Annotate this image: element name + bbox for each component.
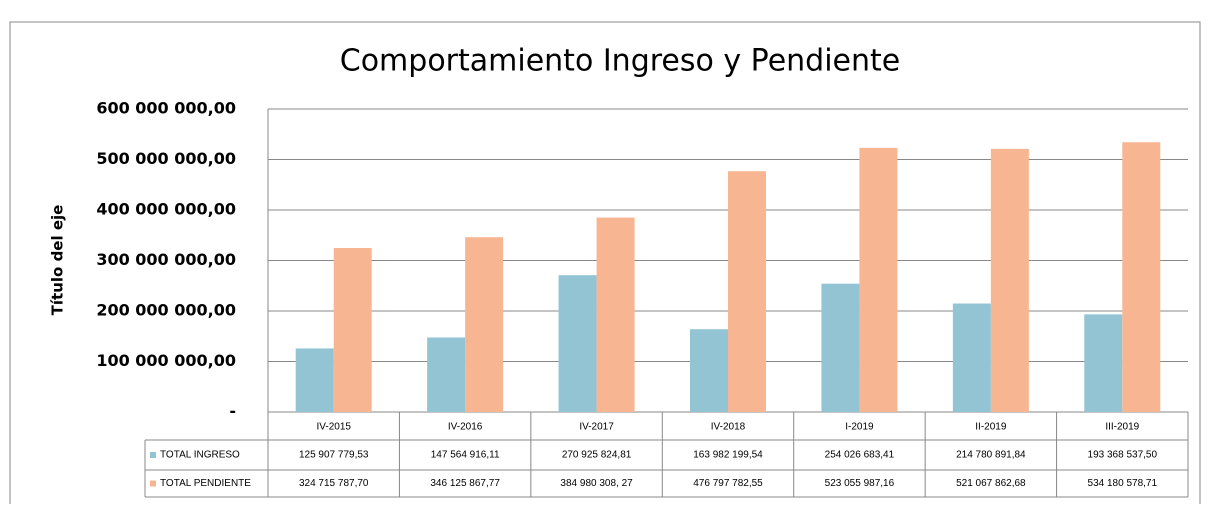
bar: [990, 148, 1029, 413]
table-value: 384 980 308, 27: [560, 478, 633, 489]
bar: [1122, 142, 1161, 412]
y-tick-label: 200 000 000,00: [96, 301, 236, 320]
bar: [295, 348, 334, 412]
y-tick-label: 300 000 000,00: [96, 250, 236, 269]
table-value: 214 780 891,84: [956, 450, 1026, 461]
legend-label: TOTAL PENDIENTE: [160, 478, 251, 489]
x-tick-label: IV-2018: [711, 422, 746, 433]
bar: [427, 337, 466, 412]
bar: [1084, 314, 1123, 412]
table-value: 125 907 779,53: [299, 450, 369, 461]
y-tick-label: 600 000 000,00: [96, 99, 236, 118]
y-tick-label: 100 000 000,00: [96, 351, 236, 370]
bar: [728, 171, 766, 412]
bar: [596, 217, 635, 412]
bar: [690, 329, 728, 412]
table-value: 346 125 867,77: [430, 478, 500, 489]
legend-swatch: [150, 480, 156, 487]
x-tick-label: IV-2017: [579, 422, 614, 433]
chart-title: Comportamiento Ingreso y Pendiente: [340, 44, 901, 79]
bar: [821, 283, 860, 412]
legend-swatch: [150, 452, 156, 458]
table-value: 324 715 787,70: [299, 478, 369, 489]
table-value: 254 026 683,41: [825, 450, 895, 461]
table-value: 523 055 987,16: [825, 478, 895, 489]
table-value: 147 564 916,11: [431, 450, 500, 461]
table-value: 270 925 824,81: [562, 450, 632, 461]
bar: [333, 248, 372, 412]
bar: [859, 147, 898, 412]
x-tick-label: IV-2015: [316, 422, 351, 433]
table-value: 476 797 782,55: [693, 478, 763, 489]
bar: [952, 303, 991, 412]
y-tick-label: 500 000 000,00: [96, 149, 236, 168]
table-value: 521 067 862,68: [956, 478, 1026, 489]
table-value: 534 180 578,71: [1088, 478, 1158, 489]
x-tick-label: IV-2016: [448, 422, 483, 433]
bar: [465, 237, 504, 412]
y-axis-label: Título del eje: [49, 205, 67, 316]
x-tick-label: I-2019: [845, 422, 874, 433]
table-value: 163 982 199,54: [693, 450, 763, 461]
legend-label: TOTAL INGRESO: [160, 450, 240, 461]
x-tick-label: III-2019: [1105, 422, 1139, 433]
y-tick-label: -: [229, 402, 236, 421]
x-tick-label: II-2019: [975, 422, 1007, 433]
bar: [558, 275, 597, 412]
y-tick-label: 400 000 000,00: [96, 200, 236, 219]
table-value: 193 368 537,50: [1088, 450, 1158, 461]
